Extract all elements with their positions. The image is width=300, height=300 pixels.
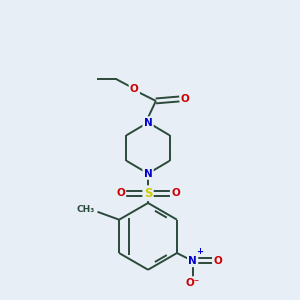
Text: O: O <box>130 84 139 94</box>
Text: O⁻: O⁻ <box>185 278 200 287</box>
Text: N: N <box>144 169 152 178</box>
Text: N: N <box>188 256 197 266</box>
Text: O: O <box>171 188 180 198</box>
Text: N: N <box>144 118 152 128</box>
Text: O: O <box>181 94 190 104</box>
Text: CH₃: CH₃ <box>76 206 94 214</box>
Text: +: + <box>196 247 204 256</box>
Text: O: O <box>214 256 223 266</box>
Text: O: O <box>116 188 125 198</box>
Text: S: S <box>144 187 152 200</box>
